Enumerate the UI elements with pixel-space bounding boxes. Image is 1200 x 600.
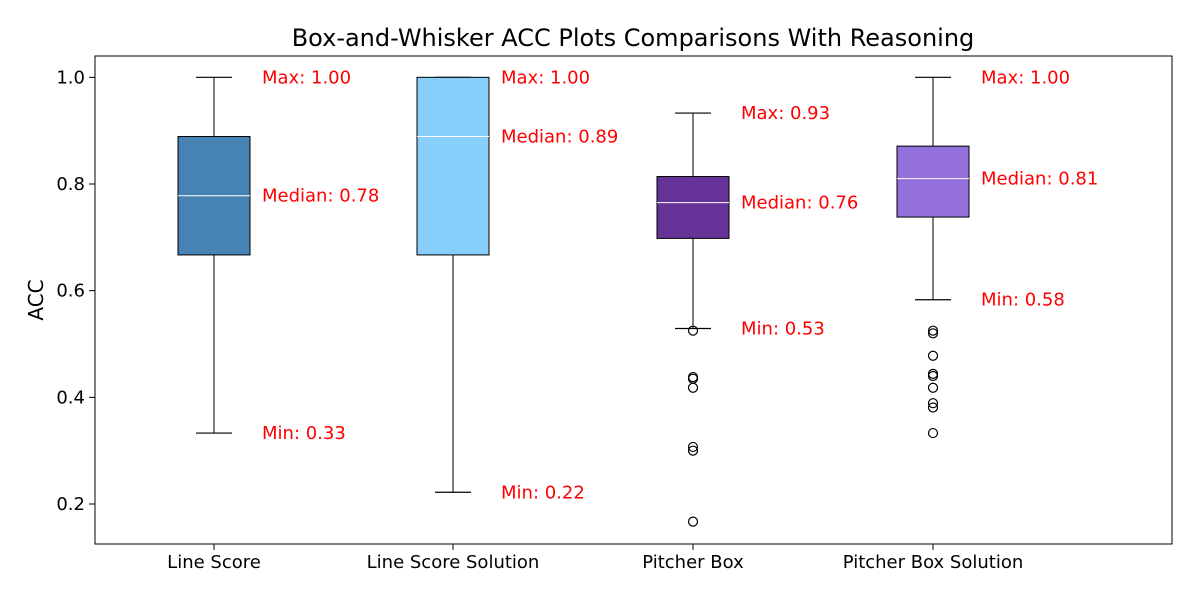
y-tick-label: 1.0 (56, 67, 85, 88)
median-annotation: Median: 0.81 (981, 169, 1098, 190)
y-tick-label: 0.4 (56, 387, 85, 408)
outlier-point (927, 427, 939, 439)
outlier-point (687, 516, 699, 527)
min-annotation: Min: 0.53 (741, 319, 825, 340)
outlier-point (927, 328, 939, 339)
outlier-point (687, 382, 699, 393)
y-tick-label: 0.8 (56, 174, 85, 195)
outlier-point (687, 325, 699, 336)
median-annotation: Median: 0.78 (262, 186, 379, 207)
box-iqr (656, 176, 730, 239)
median-annotation: Median: 0.89 (501, 127, 618, 148)
outlier-point (927, 382, 939, 393)
outlier-point (927, 350, 939, 361)
chart-marks: 0.2 0.4 0.6 0.8 1.0 Max: 1.00 Median: 0.78 Min:… (56, 67, 1098, 573)
max-annotation: Max: 1.00 (981, 67, 1070, 88)
box-iqr (416, 76, 490, 256)
max-annotation: Max: 1.00 (262, 67, 351, 88)
max-annotation: Max: 1.00 (501, 67, 590, 88)
x-tick-label: Line Score (167, 552, 261, 573)
outlier-point (927, 398, 939, 409)
outlier-point (687, 441, 699, 453)
plot-area-frame (94, 55, 1173, 545)
min-annotation: Min: 0.33 (262, 423, 346, 444)
outlier-point (927, 368, 939, 379)
x-tick-label: Line Score Solution (367, 552, 540, 573)
outlier-point (927, 370, 939, 382)
x-tick-label: Pitcher Box (642, 552, 744, 573)
y-tick-label: 0.2 (56, 494, 85, 515)
outlier-point (927, 325, 939, 336)
min-annotation: Min: 0.58 (981, 290, 1065, 311)
y-axis-label: ACC (24, 279, 48, 320)
median-annotation: Median: 0.76 (741, 193, 858, 214)
outlier-point (687, 445, 699, 456)
outlier-point (927, 402, 939, 413)
min-annotation: Min: 0.22 (501, 482, 585, 503)
chart-title: Box-and-Whisker ACC Plots Comparisons Wi… (292, 24, 975, 52)
y-tick-label: 0.6 (56, 281, 85, 302)
x-tick-label: Pitcher Box Solution (843, 552, 1024, 573)
box-iqr (896, 145, 970, 218)
max-annotation: Max: 0.93 (741, 103, 830, 124)
